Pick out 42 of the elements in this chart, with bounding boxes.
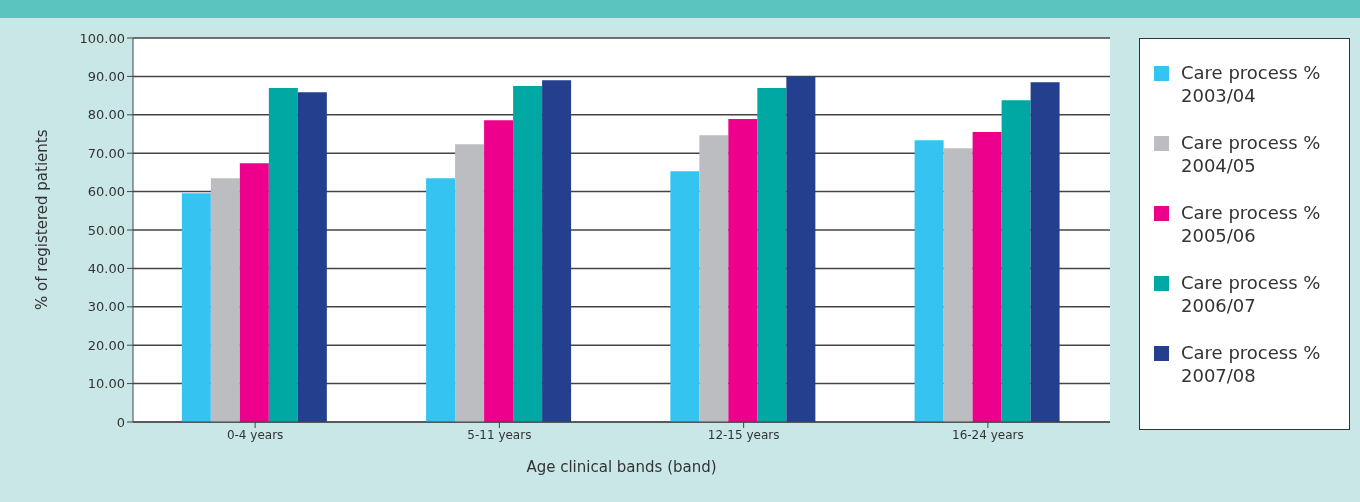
bar <box>181 193 211 422</box>
bar <box>210 178 240 422</box>
bar <box>239 163 269 422</box>
y-tick-label: 0 <box>116 414 125 430</box>
bar <box>455 144 485 422</box>
bar <box>426 178 456 422</box>
legend-label: Care process % 2007/08 <box>1181 341 1322 387</box>
y-tick-label: 60.00 <box>87 184 125 200</box>
x-tick-label: 5-11 years <box>467 427 532 442</box>
bar <box>786 76 816 422</box>
bar <box>513 86 543 422</box>
y-axis-title: % of registered patients <box>33 129 52 310</box>
y-tick-label: 10.00 <box>87 376 125 392</box>
legend-label: Care process % 2004/05 <box>1181 131 1322 177</box>
y-tick-label: 100.00 <box>79 30 125 46</box>
bar <box>484 120 514 422</box>
bar <box>757 87 787 422</box>
bar <box>542 80 572 422</box>
bar <box>943 148 973 422</box>
x-tick-label: 16-24 years <box>952 427 1024 442</box>
y-tick-label: 50.00 <box>87 222 125 238</box>
x-tick-label: 12-15 years <box>707 427 780 442</box>
legend-label: Care process % 2006/07 <box>1181 271 1322 317</box>
bar <box>914 140 944 422</box>
bar <box>670 171 700 422</box>
bar <box>268 87 298 422</box>
y-tick-label: 40.00 <box>87 261 125 277</box>
bar <box>972 132 1002 422</box>
y-tick-label: 90.00 <box>87 69 125 85</box>
bar <box>297 92 327 422</box>
y-tick-label: 80.00 <box>87 107 125 123</box>
bar <box>728 119 758 422</box>
legend-label: Care process % 2005/06 <box>1181 201 1322 247</box>
bar <box>1001 100 1031 422</box>
x-tick-label: 0-4 years <box>226 427 284 442</box>
y-tick-label: 20.00 <box>87 337 125 353</box>
x-axis-title: Age clinical bands (band) <box>526 458 717 476</box>
bar <box>1030 82 1060 422</box>
bar <box>699 135 729 422</box>
y-tick-label: 70.00 <box>87 145 125 161</box>
legend-label: Care process % 2003/04 <box>1181 61 1322 107</box>
y-tick-label: 30.00 <box>87 299 125 315</box>
